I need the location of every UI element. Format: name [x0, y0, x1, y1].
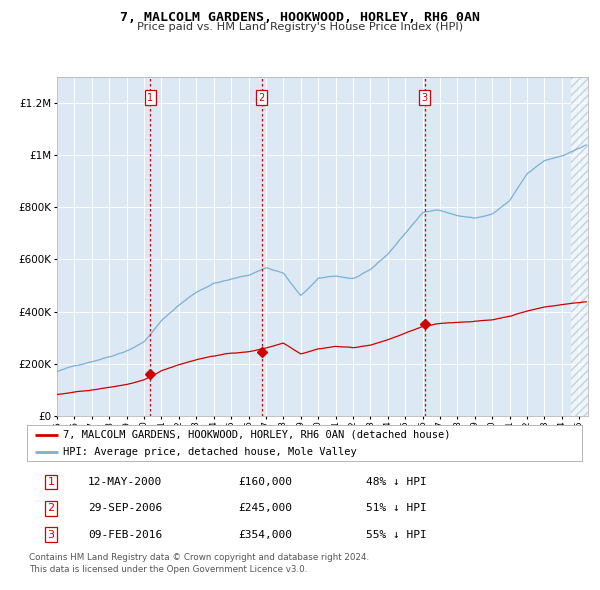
- Text: This data is licensed under the Open Government Licence v3.0.: This data is licensed under the Open Gov…: [29, 565, 307, 574]
- Text: 1: 1: [47, 477, 55, 487]
- Text: 48% ↓ HPI: 48% ↓ HPI: [365, 477, 426, 487]
- Text: 7, MALCOLM GARDENS, HOOKWOOD, HORLEY, RH6 0AN (detached house): 7, MALCOLM GARDENS, HOOKWOOD, HORLEY, RH…: [63, 430, 451, 440]
- Text: £354,000: £354,000: [238, 530, 292, 540]
- Text: 29-SEP-2006: 29-SEP-2006: [88, 503, 162, 513]
- Bar: [571, 77, 588, 416]
- Text: 55% ↓ HPI: 55% ↓ HPI: [365, 530, 426, 540]
- Text: 12-MAY-2000: 12-MAY-2000: [88, 477, 162, 487]
- Text: 2: 2: [47, 503, 55, 513]
- Text: HPI: Average price, detached house, Mole Valley: HPI: Average price, detached house, Mole…: [63, 447, 357, 457]
- Text: 09-FEB-2016: 09-FEB-2016: [88, 530, 162, 540]
- Text: 3: 3: [421, 93, 428, 103]
- Text: 1: 1: [148, 93, 154, 103]
- Text: £245,000: £245,000: [238, 503, 292, 513]
- Text: 7, MALCOLM GARDENS, HOOKWOOD, HORLEY, RH6 0AN: 7, MALCOLM GARDENS, HOOKWOOD, HORLEY, RH…: [120, 11, 480, 24]
- Text: Contains HM Land Registry data © Crown copyright and database right 2024.: Contains HM Land Registry data © Crown c…: [29, 553, 369, 562]
- Text: £160,000: £160,000: [238, 477, 292, 487]
- Text: 51% ↓ HPI: 51% ↓ HPI: [365, 503, 426, 513]
- Text: 3: 3: [47, 530, 55, 540]
- Text: Price paid vs. HM Land Registry's House Price Index (HPI): Price paid vs. HM Land Registry's House …: [137, 22, 463, 32]
- Text: 2: 2: [259, 93, 265, 103]
